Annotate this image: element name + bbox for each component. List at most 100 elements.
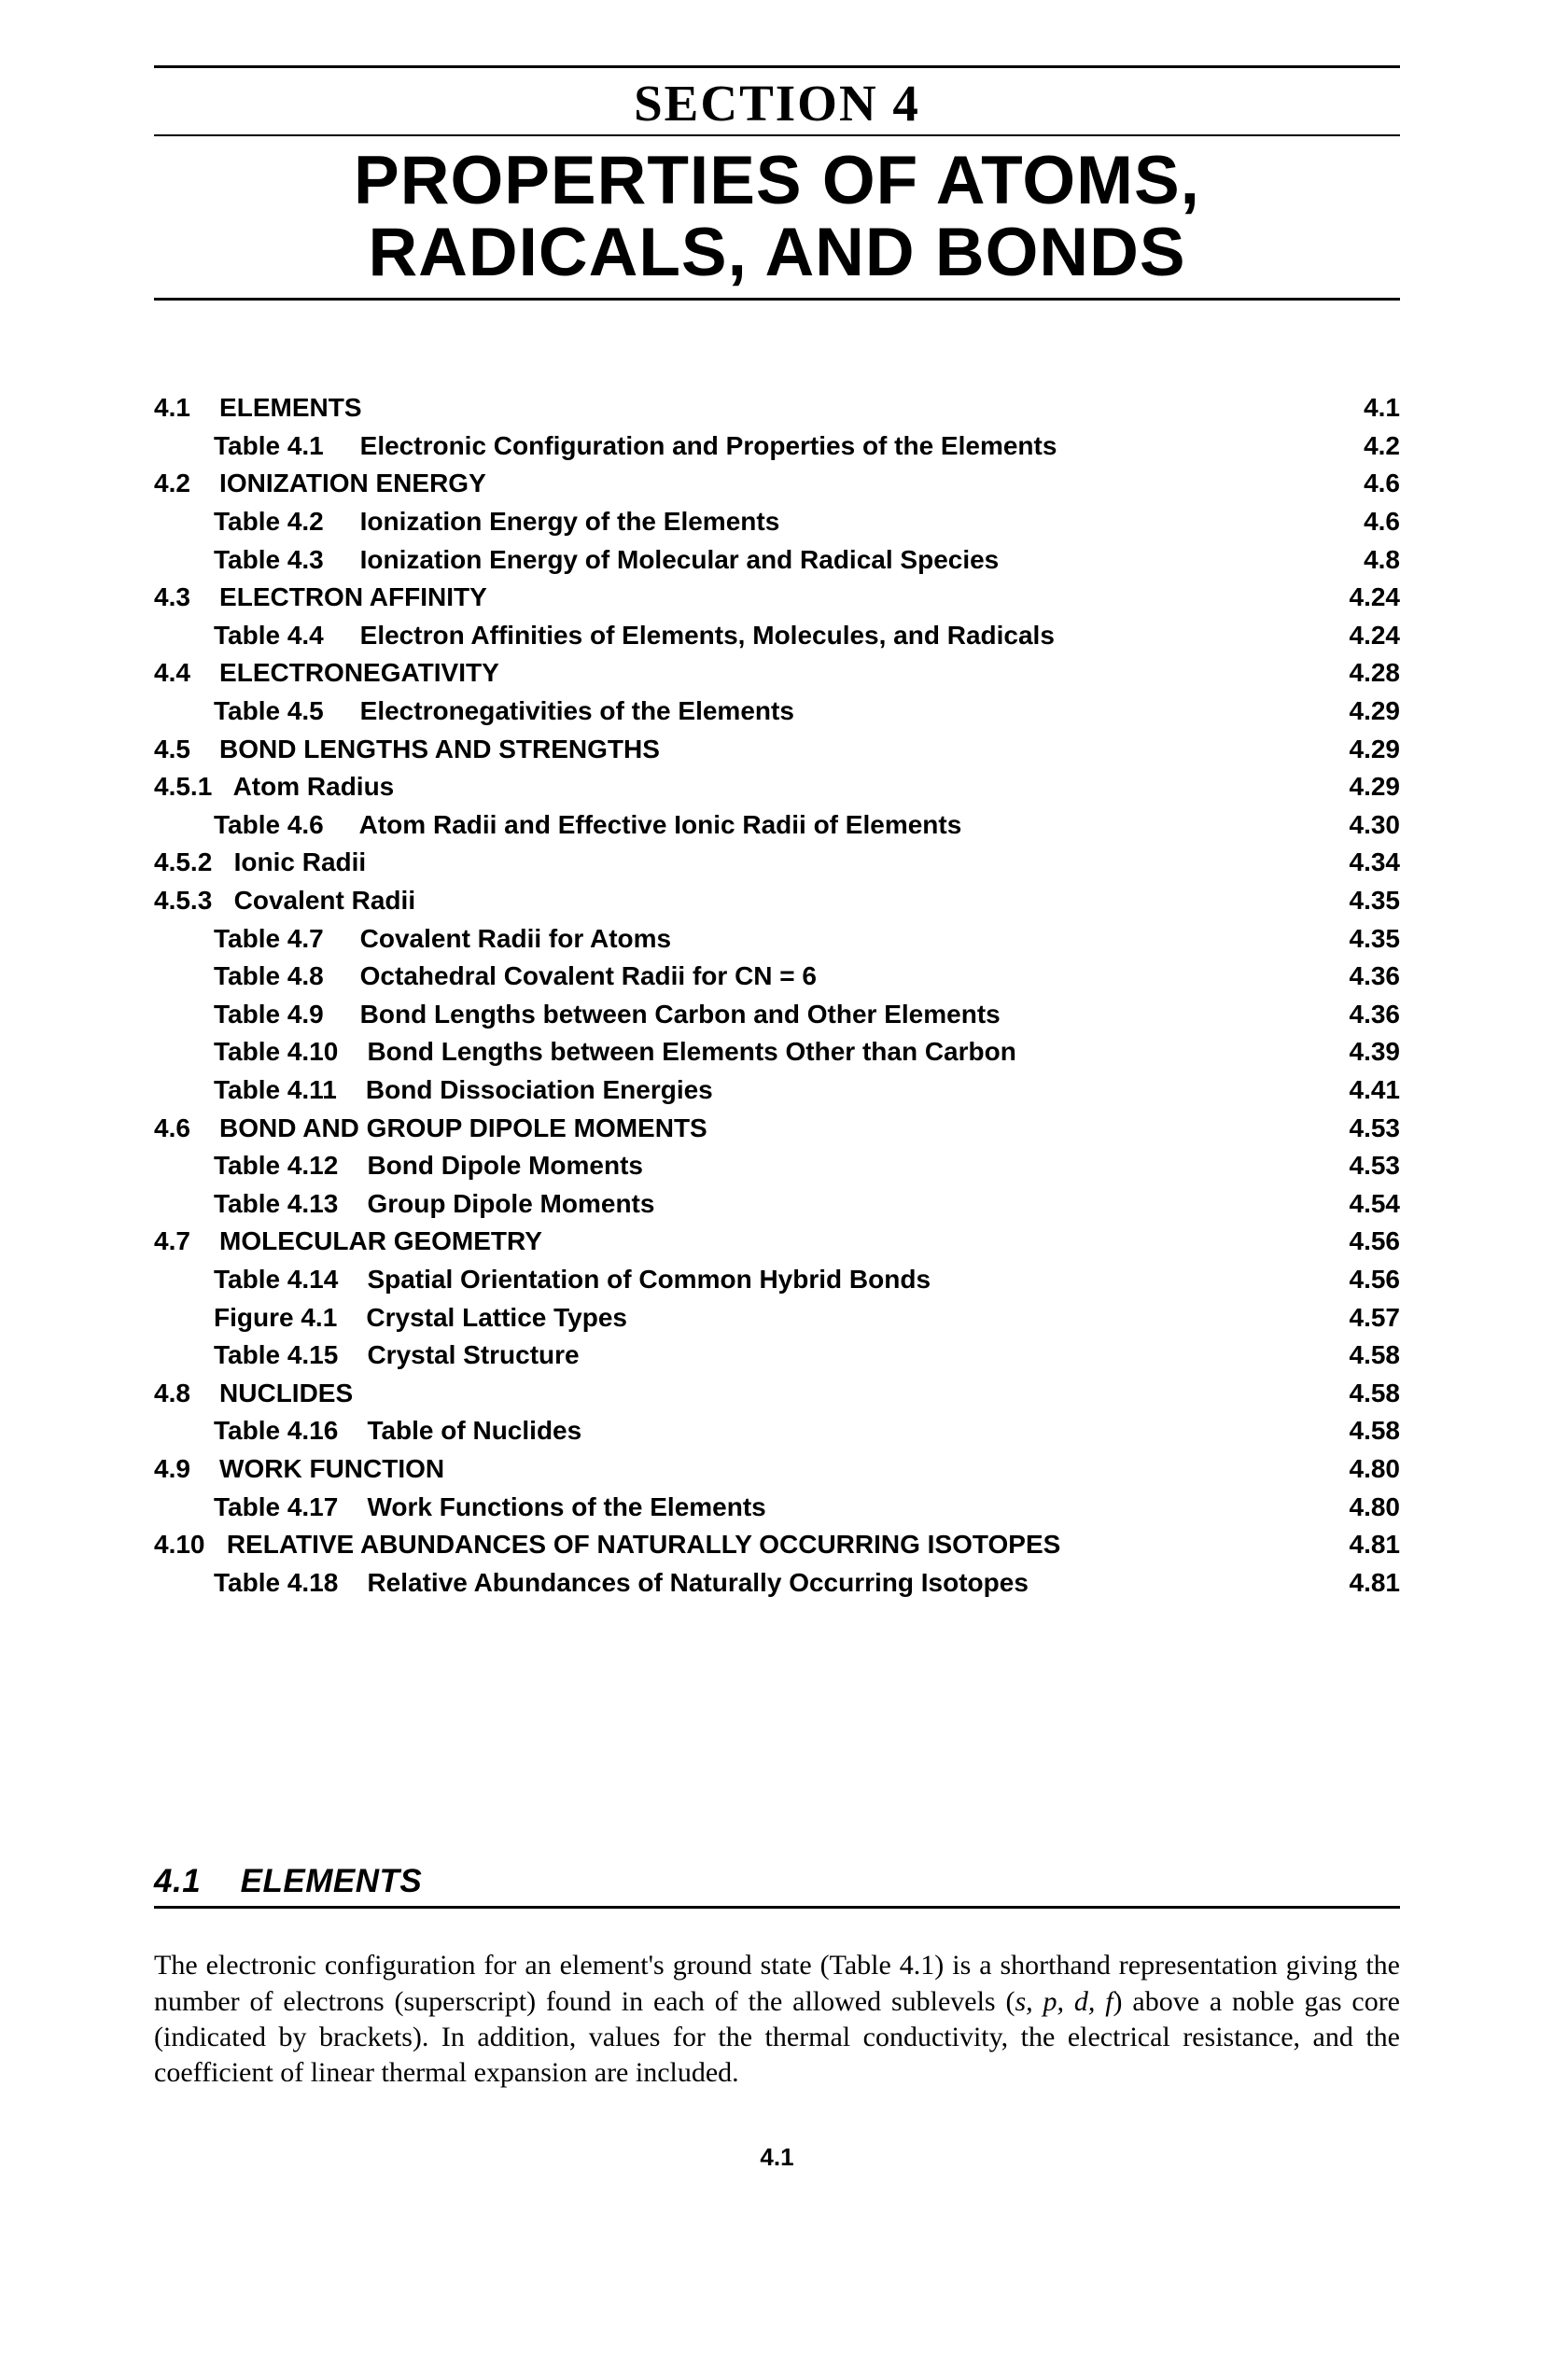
body-para-italic: s, p, d, f bbox=[1015, 1986, 1113, 2017]
toc-entry-label: Figure 4.1 Crystal Lattice Types bbox=[154, 1299, 627, 1337]
toc-row: 4.5.1 Atom Radius4.29 bbox=[154, 768, 1400, 806]
toc-entry-label: 4.10 RELATIVE ABUNDANCES OF NATURALLY OC… bbox=[154, 1526, 1060, 1564]
toc-entry-page: 4.36 bbox=[1303, 996, 1400, 1034]
toc-entry-label: Table 4.12 Bond Dipole Moments bbox=[154, 1147, 643, 1185]
toc-entry-page: 4.58 bbox=[1303, 1337, 1400, 1375]
toc-entry-label: 4.5.2 Ionic Radii bbox=[154, 844, 366, 882]
toc-entry-page: 4.81 bbox=[1303, 1526, 1400, 1564]
section-title-line1: PROPERTIES OF ATOMS, bbox=[354, 143, 1200, 218]
body-paragraph: The electronic configuration for an elem… bbox=[154, 1948, 1400, 2092]
toc-entry-page: 4.53 bbox=[1303, 1110, 1400, 1148]
toc-entry-label: Table 4.6 Atom Radii and Effective Ionic… bbox=[154, 806, 961, 845]
toc-entry-page: 4.8 bbox=[1303, 541, 1400, 580]
toc-entry-label: 4.5.3 Covalent Radii bbox=[154, 882, 415, 920]
body-heading-text: ELEMENTS bbox=[241, 1863, 423, 1899]
toc-row: 4.9 WORK FUNCTION 4.80 bbox=[154, 1450, 1400, 1489]
section-header: SECTION 4 PROPERTIES OF ATOMS, RADICALS,… bbox=[154, 65, 1400, 301]
body-section-heading: 4.1 ELEMENTS bbox=[154, 1863, 1400, 1909]
toc-entry-label: Table 4.7 Covalent Radii for Atoms bbox=[154, 920, 671, 959]
toc-row: 4.7 MOLECULAR GEOMETRY 4.56 bbox=[154, 1223, 1400, 1261]
toc-row: 4.6 BOND AND GROUP DIPOLE MOMENTS 4.53 bbox=[154, 1110, 1400, 1148]
toc-row: Table 4.11 Bond Dissociation Energies 4.4… bbox=[154, 1071, 1400, 1110]
toc-row: Table 4.9 Bond Lengths between Carbon an… bbox=[154, 996, 1400, 1034]
section-title-line2: RADICALS, AND BONDS bbox=[368, 215, 1185, 290]
toc-entry-label: Table 4.3 Ionization Energy of Molecular… bbox=[154, 541, 999, 580]
toc-entry-page: 4.24 bbox=[1303, 579, 1400, 617]
toc-entry-page: 4.80 bbox=[1303, 1450, 1400, 1489]
body-heading-number: 4.1 bbox=[154, 1863, 201, 1899]
toc-entry-page: 4.29 bbox=[1303, 693, 1400, 731]
toc-entry-label: 4.1 ELEMENTS bbox=[154, 389, 362, 427]
toc-row: Table 4.16 Table of Nuclides 4.58 bbox=[154, 1412, 1400, 1450]
toc-entry-label: Table 4.9 Bond Lengths between Carbon an… bbox=[154, 996, 1001, 1034]
toc-entry-label: Table 4.11 Bond Dissociation Energies bbox=[154, 1071, 713, 1110]
toc-entry-page: 4.58 bbox=[1303, 1375, 1400, 1413]
toc-entry-page: 4.56 bbox=[1303, 1261, 1400, 1299]
toc-entry-page: 4.39 bbox=[1303, 1033, 1400, 1071]
toc-entry-label: Table 4.2 Ionization Energy of the Eleme… bbox=[154, 503, 779, 541]
toc-row: 4.1 ELEMENTS 4.1 bbox=[154, 389, 1400, 427]
toc-row: Table 4.10 Bond Lengths between Elements… bbox=[154, 1033, 1400, 1071]
toc-row: Table 4.2 Ionization Energy of the Eleme… bbox=[154, 503, 1400, 541]
toc-row: Table 4.7 Covalent Radii for Atoms 4.35 bbox=[154, 920, 1400, 959]
toc-entry-page: 4.1 bbox=[1303, 389, 1400, 427]
toc-entry-page: 4.30 bbox=[1303, 806, 1400, 845]
toc-entry-page: 4.80 bbox=[1303, 1489, 1400, 1527]
toc-entry-label: 4.5 BOND LENGTHS AND STRENGTHS bbox=[154, 731, 660, 769]
toc-row: Table 4.12 Bond Dipole Moments 4.53 bbox=[154, 1147, 1400, 1185]
toc-row: Table 4.3 Ionization Energy of Molecular… bbox=[154, 541, 1400, 580]
toc-entry-page: 4.58 bbox=[1303, 1412, 1400, 1450]
toc-entry-label: Table 4.5 Electronegativities of the Ele… bbox=[154, 693, 794, 731]
toc-row: Figure 4.1 Crystal Lattice Types 4.57 bbox=[154, 1299, 1400, 1337]
table-of-contents: 4.1 ELEMENTS 4.1 Table 4.1 Electronic Conf… bbox=[154, 389, 1400, 1602]
toc-entry-label: Table 4.8 Octahedral Covalent Radii for … bbox=[154, 958, 817, 996]
toc-entry-label: 4.9 WORK FUNCTION bbox=[154, 1450, 444, 1489]
toc-entry-label: 4.7 MOLECULAR GEOMETRY bbox=[154, 1223, 542, 1261]
toc-entry-page: 4.41 bbox=[1303, 1071, 1400, 1110]
toc-entry-page: 4.24 bbox=[1303, 617, 1400, 655]
toc-row: 4.3 ELECTRON AFFINITY4.24 bbox=[154, 579, 1400, 617]
toc-entry-page: 4.53 bbox=[1303, 1147, 1400, 1185]
page-number: 4.1 bbox=[154, 2143, 1400, 2172]
toc-entry-label: 4.4 ELECTRONEGATIVITY bbox=[154, 654, 499, 693]
toc-row: Table 4.5 Electronegativities of the Ele… bbox=[154, 693, 1400, 731]
toc-entry-page: 4.56 bbox=[1303, 1223, 1400, 1261]
toc-entry-label: Table 4.14 Spatial Orientation of Common… bbox=[154, 1261, 931, 1299]
toc-entry-label: 4.6 BOND AND GROUP DIPOLE MOMENTS bbox=[154, 1110, 707, 1148]
toc-entry-label: 4.8 NUCLIDES bbox=[154, 1375, 353, 1413]
section-title: PROPERTIES OF ATOMS, RADICALS, AND BONDS bbox=[154, 136, 1400, 301]
toc-entry-page: 4.2 bbox=[1303, 427, 1400, 466]
toc-entry-page: 4.28 bbox=[1303, 654, 1400, 693]
toc-entry-label: 4.5.1 Atom Radius bbox=[154, 768, 394, 806]
toc-row: Table 4.6 Atom Radii and Effective Ionic… bbox=[154, 806, 1400, 845]
toc-row: 4.5.3 Covalent Radii 4.35 bbox=[154, 882, 1400, 920]
toc-entry-page: 4.81 bbox=[1303, 1564, 1400, 1603]
toc-entry-label: Table 4.4 Electron Affinities of Element… bbox=[154, 617, 1055, 655]
toc-row: 4.5 BOND LENGTHS AND STRENGTHS4.29 bbox=[154, 731, 1400, 769]
toc-row: Table 4.14 Spatial Orientation of Common… bbox=[154, 1261, 1400, 1299]
toc-entry-page: 4.57 bbox=[1303, 1299, 1400, 1337]
toc-entry-label: 4.2 IONIZATION ENERGY bbox=[154, 465, 486, 503]
toc-row: Table 4.1 Electronic Configuration and P… bbox=[154, 427, 1400, 466]
toc-entry-page: 4.35 bbox=[1303, 882, 1400, 920]
toc-row: Table 4.17 Work Functions of the Element… bbox=[154, 1489, 1400, 1527]
toc-entry-page: 4.6 bbox=[1303, 465, 1400, 503]
toc-entry-label: Table 4.13 Group Dipole Moments bbox=[154, 1185, 654, 1224]
toc-entry-label: Table 4.18 Relative Abundances of Natura… bbox=[154, 1564, 1029, 1603]
toc-row: 4.5.2 Ionic Radii 4.34 bbox=[154, 844, 1400, 882]
toc-row: Table 4.15 Crystal Structure4.58 bbox=[154, 1337, 1400, 1375]
toc-row: Table 4.18 Relative Abundances of Natura… bbox=[154, 1564, 1400, 1603]
toc-entry-page: 4.36 bbox=[1303, 958, 1400, 996]
toc-row: Table 4.13 Group Dipole Moments 4.54 bbox=[154, 1185, 1400, 1224]
toc-entry-label: Table 4.1 Electronic Configuration and P… bbox=[154, 427, 1057, 466]
toc-entry-page: 4.54 bbox=[1303, 1185, 1400, 1224]
toc-entry-page: 4.35 bbox=[1303, 920, 1400, 959]
toc-entry-page: 4.6 bbox=[1303, 503, 1400, 541]
toc-entry-label: Table 4.10 Bond Lengths between Elements… bbox=[154, 1033, 1016, 1071]
toc-row: 4.2 IONIZATION ENERGY 4.6 bbox=[154, 465, 1400, 503]
toc-row: Table 4.8 Octahedral Covalent Radii for … bbox=[154, 958, 1400, 996]
toc-entry-page: 4.34 bbox=[1303, 844, 1400, 882]
toc-entry-label: Table 4.16 Table of Nuclides bbox=[154, 1412, 581, 1450]
toc-row: 4.8 NUCLIDES 4.58 bbox=[154, 1375, 1400, 1413]
section-label: SECTION 4 bbox=[154, 68, 1400, 136]
